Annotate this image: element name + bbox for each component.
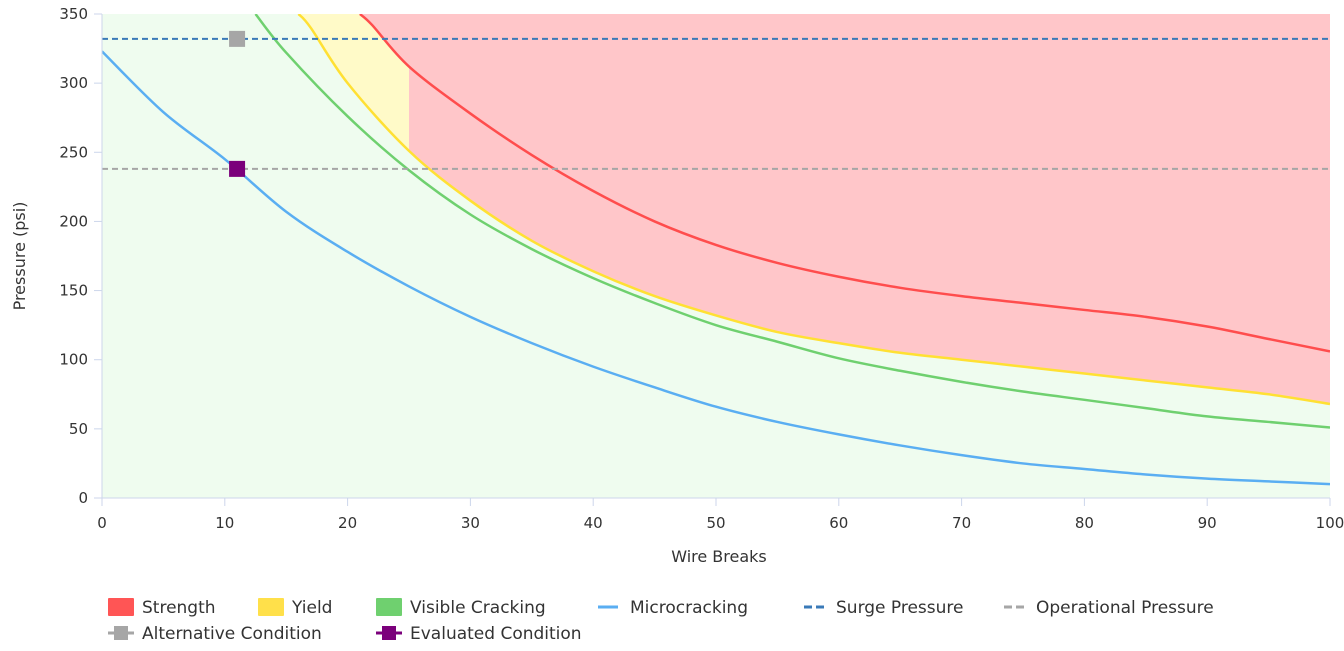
legend-marker — [114, 626, 128, 640]
x-tick-label: 70 — [952, 514, 971, 532]
line-microcracking — [102, 50, 1330, 486]
legend-swatch — [258, 598, 284, 616]
legend-label: Strength — [142, 598, 216, 618]
y-tick-label: 100 — [59, 351, 88, 369]
x-tick-label: 90 — [1198, 514, 1217, 532]
y-axis-title: Pressure (psi) — [10, 202, 29, 311]
x-tick-label: 30 — [461, 514, 480, 532]
condition-points — [229, 30, 246, 177]
legend-label: Operational Pressure — [1036, 598, 1214, 618]
y-tick-label: 200 — [59, 212, 88, 230]
legend-label: Yield — [291, 598, 332, 618]
x-tick-label: 60 — [829, 514, 848, 532]
legend-marker — [382, 626, 396, 640]
legend-swatch — [108, 598, 134, 616]
point-alternative-condition — [229, 30, 246, 47]
line-visible-cracking — [254, 14, 1330, 429]
y-tick-label: 250 — [59, 143, 88, 161]
legend-label: Surge Pressure — [836, 598, 964, 618]
x-tick-label: 80 — [1075, 514, 1094, 532]
x-tick-label: 20 — [338, 514, 357, 532]
legend: Strength Yield Visible Cracking Microcracki… — [108, 598, 1214, 644]
legend-label: Alternative Condition — [142, 624, 322, 644]
strength-region — [359, 14, 1330, 404]
legend-swatch — [376, 598, 402, 616]
legend-item-yield: Yield — [258, 598, 332, 618]
legend-item-visible-cracking: Visible Cracking — [376, 598, 546, 618]
x-tick-label: 50 — [706, 514, 725, 532]
legend-item-evaluated-condition: Evaluated Condition — [376, 624, 582, 644]
legend-label: Evaluated Condition — [410, 624, 582, 644]
legend-item-operational-pressure: Operational Pressure — [1004, 598, 1214, 618]
y-tick-label: 150 — [59, 282, 88, 300]
y-tick-label: 0 — [78, 489, 88, 507]
legend-item-strength: Strength — [108, 598, 216, 618]
axes: 0 10 20 30 40 50 60 70 80 90 100 0 50 100 150 200 250 300… — [59, 5, 1344, 532]
point-evaluated-condition — [229, 160, 246, 177]
legend-item-alternative-condition: Alternative Condition — [108, 624, 322, 644]
x-axis-title: Wire Breaks — [671, 547, 767, 566]
legend-label: Visible Cracking — [410, 598, 546, 618]
x-tick-label: 0 — [97, 514, 107, 532]
line-yield — [297, 14, 1330, 406]
legend-item-surge-pressure: Surge Pressure — [804, 598, 964, 618]
legend-item-microcracking: Microcracking — [598, 598, 748, 618]
legend-label: Microcracking — [630, 598, 748, 618]
x-tick-label: 40 — [584, 514, 603, 532]
y-tick-label: 350 — [59, 5, 88, 23]
x-tick-label: 10 — [215, 514, 234, 532]
y-tick-label: 300 — [59, 74, 88, 92]
line-strength — [359, 14, 1330, 353]
plot-area — [102, 14, 1330, 498]
y-tick-label: 50 — [69, 420, 88, 438]
x-tick-label: 100 — [1316, 514, 1344, 532]
